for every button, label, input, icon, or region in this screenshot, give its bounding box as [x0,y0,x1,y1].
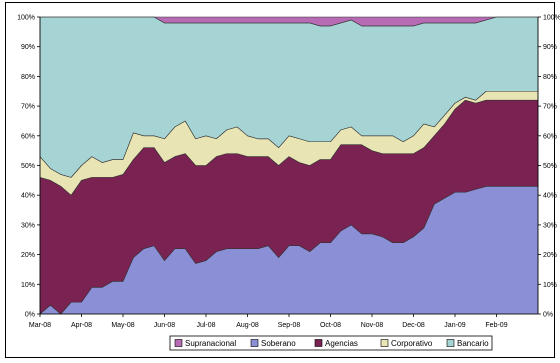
x-tick-label: Aug-08 [236,322,259,329]
plot-area [39,16,539,315]
y-tick-label-right: 80% [543,74,557,81]
y-tick-label-right: 90% [543,44,557,51]
y-tick-label-right: 60% [543,133,557,140]
x-tick-label: Oct-08 [320,322,341,329]
legend-swatch-bancario [446,339,455,347]
y-tick-label-left: 80% [21,74,35,81]
legend-label-supranacional: Supranacional [185,339,236,348]
y-tick-label-left: 30% [21,222,35,229]
legend-label-soberano: Soberano [261,339,296,348]
x-tick-label: Dec-08 [402,322,425,329]
legend: Supranacional Soberano Agencias Corporativo… [169,335,493,351]
y-tick-label-left: 0% [25,312,35,319]
y-tick-label-left: 40% [21,193,35,200]
x-tick-label: Jun-08 [154,322,176,329]
y-tick-label-left: 10% [21,282,35,289]
x-tick-label: Jul-08 [196,322,215,329]
y-tick-label-right: 70% [543,104,557,111]
y-tick-label-left: 90% [21,44,35,51]
x-tick-label: Nov-08 [361,322,384,329]
y-tick-label-right: 100% [543,15,560,22]
y-tick-label-right: 40% [543,193,557,200]
x-tick-label: Apr-08 [71,322,92,329]
legend-label-agencias: Agencias [325,339,358,348]
legend-label-bancario: Bancario [457,339,489,348]
y-tick-label-right: 50% [543,163,557,170]
y-tick-label-left: 70% [21,104,35,111]
legend-swatch-agencias [314,339,323,347]
x-tick-label: May-08 [111,322,134,329]
y-tick-label-left: 100% [17,15,35,22]
x-tick-label: Jan-09 [444,322,466,329]
x-tick-label: Feb-09 [485,322,507,329]
axes: 0% 0% 10% 10% 20% 20% 30% 30% 40% 40% 50% 50% 60% 60%… [17,15,560,330]
x-tick-label: Mar-08 [29,322,51,329]
legend-swatch-soberano [250,339,259,347]
y-tick-label-right: 10% [543,282,557,289]
y-tick-label-left: 50% [21,163,35,170]
legend-box [169,335,493,351]
legend-swatch-corporativo [380,339,389,347]
legend-swatch-supranacional [174,339,183,347]
x-tick-label: Sep-08 [278,322,301,329]
legend-label-corporativo: Corporativo [391,339,433,348]
y-tick-label-left: 20% [21,252,35,259]
y-tick-label-right: 0% [543,312,553,319]
y-tick-label-right: 30% [543,222,557,229]
y-tick-label-right: 20% [543,252,557,259]
y-tick-label-left: 60% [21,133,35,140]
